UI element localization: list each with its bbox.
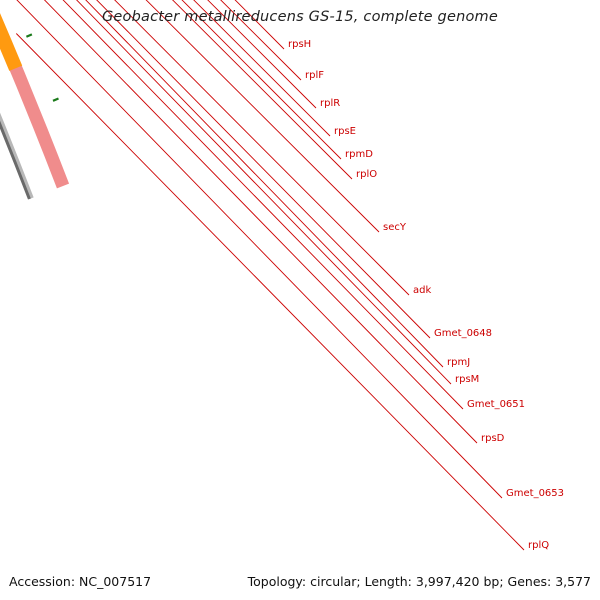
gene-label-rplq: rplQ: [528, 540, 549, 551]
gene-label-gmet_0653: Gmet_0653: [506, 488, 564, 499]
gene-label-rplo: rplO: [356, 169, 377, 180]
gene-label-rpmj: rpmJ: [447, 357, 470, 368]
gene-label-rpmd: rpmD: [345, 149, 373, 160]
gene-label-rpsm: rpsM: [455, 374, 479, 385]
gene-label-gmet_0648: Gmet_0648: [434, 328, 492, 339]
accession-text: Accession: NC_007517: [9, 574, 152, 589]
gene-label-adk: adk: [413, 285, 431, 296]
gene-track: [0, 7, 70, 189]
gene-label-rpsh: rpsH: [288, 39, 311, 50]
gene-label-rpse: rpsE: [334, 126, 356, 137]
gene-label-rplf: rplF: [305, 70, 324, 81]
ruler-ticks: 705 kbp706 kbp707 kbp708 kbp709 kbp710 k…: [25, 33, 59, 102]
gene-label-rpsd: rpsD: [481, 433, 505, 444]
map-title: Geobacter metallireducens GS-15, complet…: [101, 9, 498, 25]
gene-label-gmet_0651: Gmet_0651: [467, 399, 525, 410]
gene-label-secy: secY: [383, 222, 407, 233]
gene-block-rplq[interactable]: [0, 7, 23, 71]
topology-text: Topology: circular; Length: 3,997,420 bp…: [247, 574, 591, 589]
gene-label-rplr: rplR: [320, 98, 340, 109]
gene-labels: rpsH rplF rplR rpsE rpmD rplO secY adk Gmet_0648…: [15, 0, 564, 551]
